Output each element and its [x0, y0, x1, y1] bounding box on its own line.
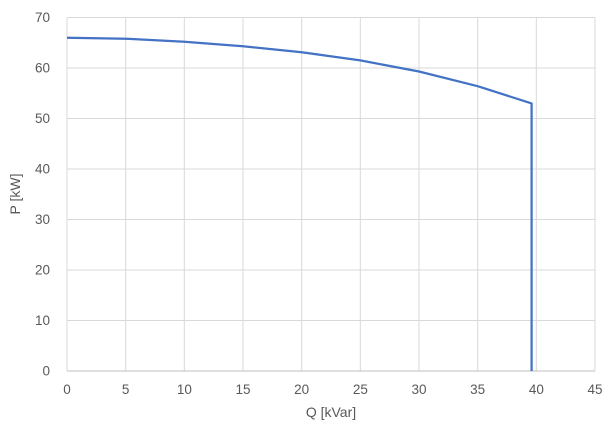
y-tick-labels: 0 10 20 30 40 50 60 70 — [35, 10, 50, 379]
y-tick-label: 40 — [35, 162, 50, 177]
y-tick-label: 30 — [35, 212, 50, 227]
x-tick-label: 35 — [470, 382, 485, 397]
y-tick-label: 70 — [35, 10, 50, 25]
x-tick-label: 20 — [294, 382, 309, 397]
gridlines — [66, 17, 596, 372]
x-tick-labels: 0 5 10 15 20 25 30 35 40 45 — [63, 382, 602, 397]
x-tick-label: 5 — [122, 382, 130, 397]
x-tick-label: 10 — [177, 382, 192, 397]
x-axis-title: Q [kVar] — [306, 404, 356, 420]
y-tick-label: 10 — [35, 313, 50, 328]
x-tick-label: 30 — [411, 382, 426, 397]
x-tick-label: 0 — [63, 382, 71, 397]
series-line-layer — [66, 36, 533, 371]
y-tick-label: 20 — [35, 263, 50, 278]
x-tick-label: 40 — [529, 382, 544, 397]
y-tick-label: 50 — [35, 111, 50, 126]
y-tick-label: 0 — [42, 364, 50, 379]
x-tick-label: 15 — [235, 382, 250, 397]
pq-curve-line — [66, 36, 533, 371]
x-tick-label: 45 — [587, 382, 602, 397]
x-tick-label: 25 — [353, 382, 368, 397]
y-axis-title: P [kW] — [7, 174, 23, 215]
y-tick-label: 60 — [35, 61, 50, 76]
